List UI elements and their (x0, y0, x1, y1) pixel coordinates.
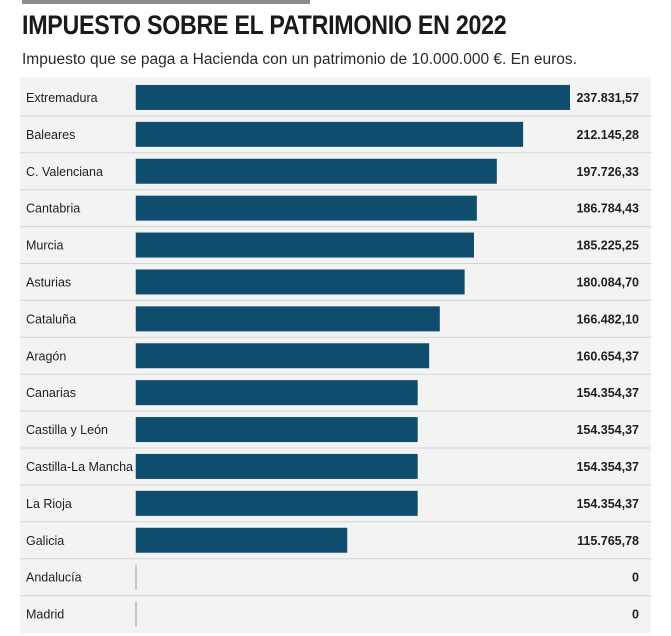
value-label: 154.354,37 (576, 386, 639, 400)
chart-subtitle: Impuesto que se paga a Hacienda con un p… (22, 51, 577, 68)
chart-title: IMPUESTO SOBRE EL PATRIMONIO EN 2022 (22, 10, 507, 40)
category-label: Cataluña (26, 312, 76, 326)
top-rule (22, 0, 310, 4)
value-label: 186.784,43 (576, 202, 639, 216)
bar (136, 527, 348, 553)
category-label: La Rioja (26, 497, 72, 511)
bar-chart-svg: Extremadura 237.831,57 Baleares 212.145,28 C… (20, 84, 651, 627)
category-label: Cantabria (26, 202, 80, 216)
category-label: Castilla y León (26, 423, 108, 437)
value-label: 0 (632, 608, 639, 622)
value-label: 212.145,28 (576, 128, 639, 142)
category-label: Baleares (26, 128, 75, 142)
value-label: 237.831,57 (576, 91, 639, 105)
value-label: 197.726,33 (576, 165, 639, 179)
category-label: Galicia (26, 534, 64, 548)
category-label: Castilla-La Mancha (26, 460, 133, 474)
bar (136, 84, 570, 110)
category-label: Canarias (26, 386, 76, 400)
bar (136, 121, 524, 147)
bar (136, 453, 418, 479)
bar (136, 269, 465, 295)
value-label: 180.084,70 (576, 275, 639, 289)
category-label: Extremadura (26, 91, 98, 105)
bar (136, 380, 418, 406)
bar (136, 158, 497, 184)
bar (136, 306, 440, 332)
bar-chart: Extremadura 237.831,57 Baleares 212.145,28 C… (20, 77, 651, 633)
category-label: Madrid (26, 608, 64, 622)
bar (136, 232, 475, 258)
value-label: 0 (632, 571, 639, 585)
category-label: Murcia (26, 239, 64, 253)
value-label: 160.654,37 (576, 349, 639, 363)
value-label: 115.765,78 (577, 534, 639, 548)
category-label: C. Valenciana (26, 165, 103, 179)
bar (136, 417, 418, 443)
bar (136, 195, 477, 221)
value-label: 154.354,37 (576, 423, 639, 437)
value-label: 154.354,37 (576, 460, 639, 474)
category-label: Andalucía (26, 571, 82, 585)
value-label: 166.482,10 (576, 312, 639, 326)
category-label: Aragón (26, 349, 66, 363)
value-label: 185.225,25 (576, 239, 639, 253)
bar (136, 343, 430, 369)
category-label: Asturias (26, 275, 71, 289)
value-label: 154.354,37 (576, 497, 639, 511)
bar (136, 490, 418, 516)
